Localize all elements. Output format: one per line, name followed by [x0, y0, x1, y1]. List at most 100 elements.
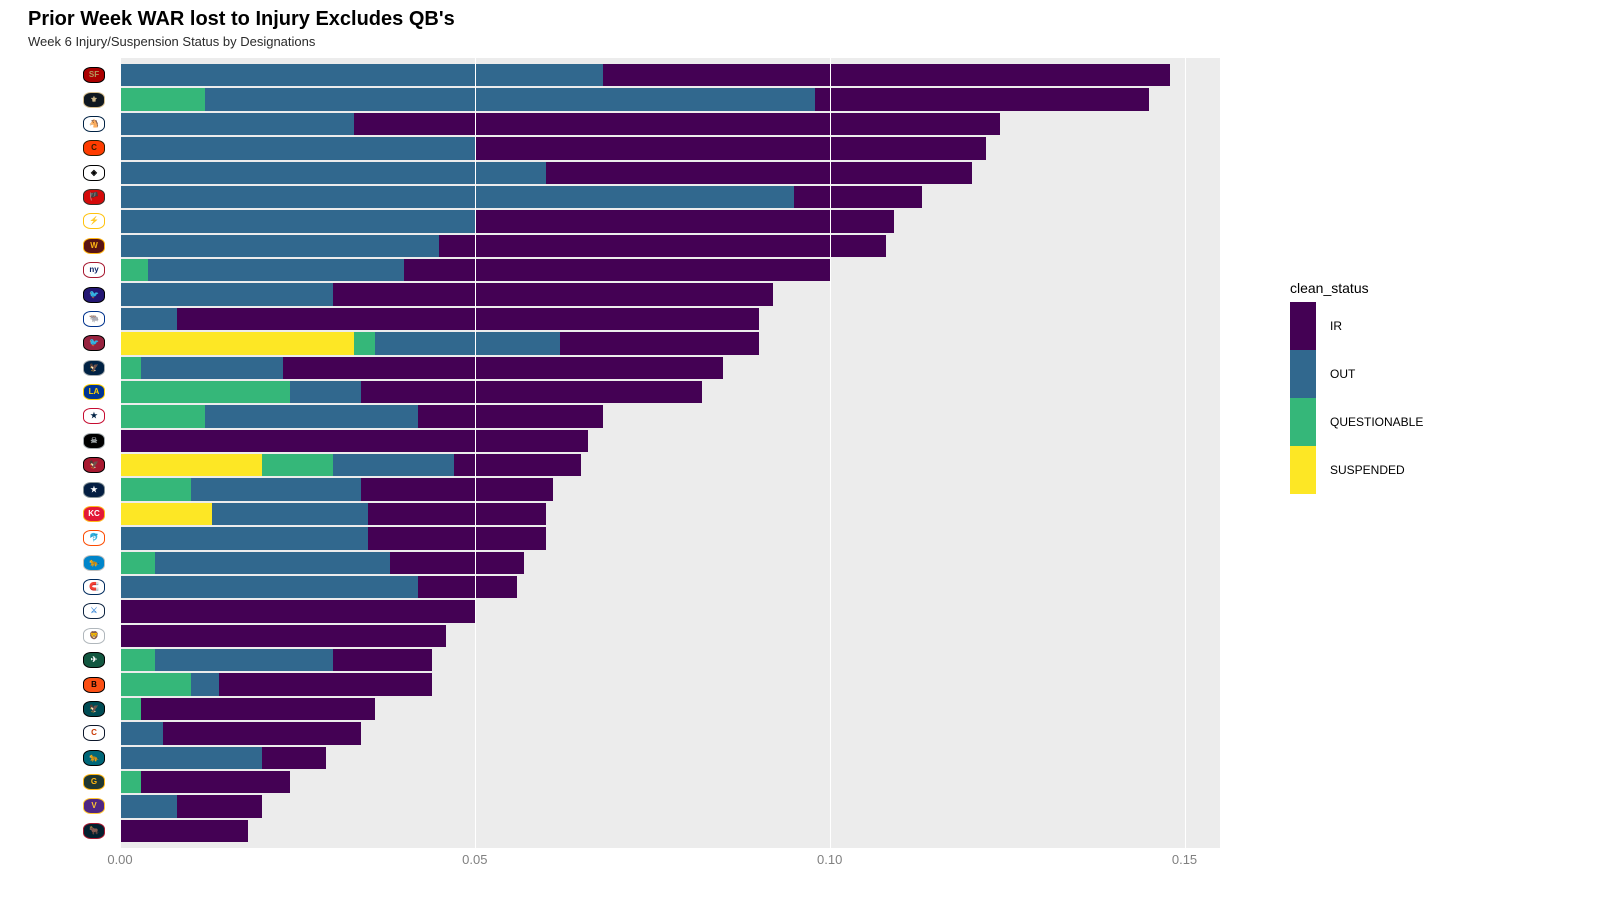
bar-segment-questionable	[262, 454, 333, 476]
bar-segment-out	[212, 503, 368, 525]
bar-row-hou	[120, 819, 1220, 843]
bar-segment-questionable	[120, 673, 191, 695]
bar-segment-questionable	[120, 771, 141, 793]
bar-row-nyj	[120, 648, 1220, 672]
bar-segment-questionable	[120, 381, 290, 403]
bar-row-gb	[120, 770, 1220, 794]
team-icon-dal: ★	[70, 477, 118, 501]
bar-segment-ir	[361, 381, 702, 403]
bar-segment-out	[375, 332, 560, 354]
team-icon-lv: ☠	[70, 429, 118, 453]
bar-segment-questionable	[120, 88, 205, 110]
bar-segment-out	[120, 64, 603, 86]
x-tick-label: 0.10	[817, 852, 842, 867]
bar-row-sea	[120, 356, 1220, 380]
legend-swatch	[1290, 446, 1316, 494]
x-tick-label: 0.05	[462, 852, 487, 867]
bar-segment-ir	[120, 430, 588, 452]
legend-item-questionable: QUESTIONABLE	[1290, 398, 1460, 446]
team-icon-lar: LA	[70, 380, 118, 404]
bar-segment-ir	[177, 795, 262, 817]
team-icon-buf: 🐃	[70, 307, 118, 331]
bar-segment-questionable	[120, 259, 148, 281]
team-icon-lac: ⚡	[70, 209, 118, 233]
bar-segment-out	[120, 747, 262, 769]
bar-segment-ir	[141, 698, 375, 720]
bar-segment-out	[120, 235, 439, 257]
bar-segment-ir	[390, 552, 525, 574]
bar-row-cin	[120, 672, 1220, 696]
bar-segment-ir	[219, 673, 432, 695]
team-icon-car: 🐆	[70, 551, 118, 575]
bar-segment-out	[205, 88, 815, 110]
bar-segment-out	[120, 137, 475, 159]
legend-label: IR	[1330, 319, 1342, 333]
bar-segment-ir	[454, 454, 582, 476]
team-icon-cin: B	[70, 672, 118, 696]
bar-segment-questionable	[354, 332, 375, 354]
bar-segment-suspended	[120, 503, 212, 525]
bar-segment-questionable	[120, 698, 141, 720]
bar-segment-questionable	[120, 405, 205, 427]
bar-row-sf	[120, 63, 1220, 87]
plot-panel	[120, 58, 1220, 848]
team-icon-ten: ⚔	[70, 599, 118, 623]
bar-segment-out	[141, 357, 283, 379]
bar-segment-out	[205, 405, 418, 427]
bar-row-car	[120, 551, 1220, 575]
team-icon-kc: KC	[70, 502, 118, 526]
bar-segment-out	[120, 308, 177, 330]
team-icon-was: W	[70, 234, 118, 258]
bar-segment-out	[120, 283, 333, 305]
bar-row-phi	[120, 697, 1220, 721]
team-icon-den: 🐴	[70, 112, 118, 136]
bar-row-ten	[120, 599, 1220, 623]
team-icon-det: 🦁	[70, 624, 118, 648]
team-icon-jax: 🐆	[70, 746, 118, 770]
bar-segment-out	[120, 162, 546, 184]
team-icon-nyj: ✈	[70, 648, 118, 672]
legend-title: clean_status	[1290, 280, 1460, 296]
bar-segment-ir	[333, 649, 432, 671]
bar-row-den	[120, 112, 1220, 136]
bar-segment-suspended	[120, 332, 354, 354]
bar-row-atl	[120, 453, 1220, 477]
bar-row-tb	[120, 185, 1220, 209]
bar-segment-ir	[354, 113, 1000, 135]
bar-row-cle	[120, 136, 1220, 160]
bar-segment-ir	[475, 137, 986, 159]
legend-label: QUESTIONABLE	[1330, 415, 1423, 429]
bar-segment-out	[120, 527, 368, 549]
bar-segment-ir	[794, 186, 922, 208]
team-icon-cle: C	[70, 136, 118, 160]
team-icon-no: ⚜	[70, 87, 118, 111]
team-icon-mia: 🐬	[70, 526, 118, 550]
bar-segment-ir	[177, 308, 759, 330]
bar-row-ind	[120, 575, 1220, 599]
bar-segment-out	[120, 795, 177, 817]
team-icon-tb: 🏴	[70, 185, 118, 209]
chart-subtitle: Week 6 Injury/Suspension Status by Desig…	[28, 34, 315, 49]
bar-row-buf	[120, 307, 1220, 331]
bar-segment-out	[120, 722, 163, 744]
bar-segment-ir	[368, 527, 545, 549]
bar-segment-out	[155, 649, 332, 671]
team-icon-ind: 🧲	[70, 575, 118, 599]
bar-segment-ir	[361, 478, 553, 500]
bar-segment-questionable	[120, 478, 191, 500]
bar-segment-questionable	[120, 649, 155, 671]
legend-swatch	[1290, 302, 1316, 350]
bar-segment-ir	[141, 771, 290, 793]
legend-swatch	[1290, 350, 1316, 398]
bar-row-bal	[120, 282, 1220, 306]
bar-segment-out	[191, 478, 361, 500]
y-axis: SF⚜🐴C◈🏴⚡Wny🐦🐃🐦🦅LA★☠🦅★KC🐬🐆🧲⚔🦁✈B🦅C🐆GV🐂	[70, 58, 118, 848]
team-icon-gb: G	[70, 770, 118, 794]
bar-segment-ir	[163, 722, 362, 744]
bar-segment-ir	[120, 820, 248, 842]
bar-segment-ir	[262, 747, 326, 769]
bar-segment-ir	[418, 576, 517, 598]
legend-item-out: OUT	[1290, 350, 1460, 398]
bar-segment-ir	[368, 503, 545, 525]
bar-segment-ir	[404, 259, 830, 281]
